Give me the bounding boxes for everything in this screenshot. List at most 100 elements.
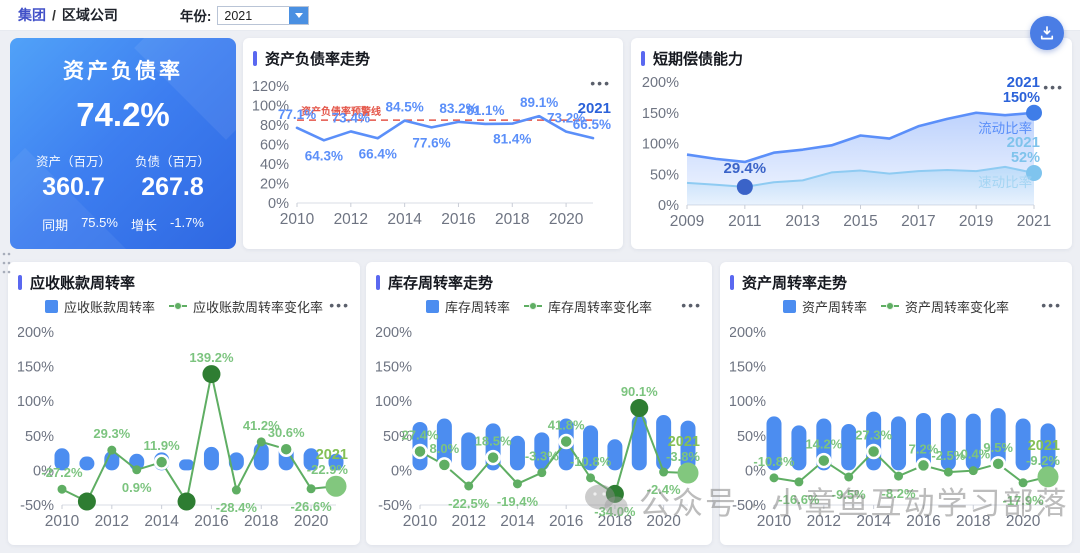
svg-text:2015: 2015 [843, 213, 877, 230]
svg-text:150%: 150% [642, 106, 679, 122]
svg-text:2021: 2021 [1028, 438, 1060, 454]
svg-text:8.0%: 8.0% [430, 441, 460, 456]
svg-text:2014: 2014 [500, 513, 535, 530]
svg-text:150%: 150% [18, 360, 54, 376]
more-menu-icon[interactable]: ••• [681, 297, 702, 313]
svg-text:100%: 100% [730, 394, 766, 410]
legend-line-label: 应收账款周转率变化率 [193, 299, 324, 315]
more-menu-icon[interactable]: ••• [590, 75, 611, 91]
short-term-solvency-card: 短期偿债能力 ••• 0% 50% 100% 150% 200% 2009 2011 2013… [631, 38, 1072, 249]
more-menu-icon[interactable]: ••• [1043, 79, 1064, 95]
svg-text:-27.2%: -27.2% [41, 465, 83, 480]
svg-text:80%: 80% [260, 118, 289, 134]
svg-text:-26.6%: -26.6% [290, 499, 332, 514]
svg-text:-16.6%: -16.6% [778, 492, 820, 507]
legend-line-label: 资产周转率变化率 [905, 299, 1010, 315]
bar-swatch-icon [782, 299, 796, 313]
receivable-turnover-card: 应收账款周转率 应收账款周转率 应收账款周转率变化率 ••• -50% 0% 50%… [8, 262, 360, 545]
svg-text:-10.8%: -10.8% [753, 454, 795, 469]
svg-text:-28.4%: -28.4% [216, 500, 258, 515]
bar-swatch-icon [425, 299, 439, 313]
svg-text:18.5%: 18.5% [475, 434, 512, 449]
svg-text:2021: 2021 [1007, 74, 1040, 91]
svg-text:90.1%: 90.1% [621, 384, 658, 399]
svg-text:2010: 2010 [757, 513, 792, 530]
kpi-debt: 负债（百万） 267.8 [135, 151, 210, 202]
svg-text:2018: 2018 [598, 513, 632, 530]
svg-text:73.4%: 73.4% [332, 110, 370, 125]
line-swatch-icon [169, 302, 187, 310]
svg-text:2018: 2018 [495, 211, 529, 228]
chevron-down-icon[interactable] [289, 6, 309, 24]
chart-title: 库存周转率走势 [388, 274, 494, 292]
more-menu-icon[interactable]: ••• [1041, 297, 1062, 313]
debt-ratio-trend-chart: 0% 20% 40% 60% 80% 100% 120% 2010 2012 2014 2016 20… [252, 70, 613, 239]
svg-text:7.2%: 7.2% [909, 441, 939, 456]
download-button[interactable] [1030, 16, 1064, 50]
debt-value: 267.8 [141, 173, 204, 201]
growth-label: 增长 [130, 218, 157, 233]
svg-text:2021: 2021 [578, 100, 611, 117]
inventory-turnover-chart: -50% 0% 50% 100% 150% 200% 2010 2012 2014 2016 201… [375, 318, 702, 535]
svg-text:2012: 2012 [334, 211, 368, 228]
kpi-asset: 资产（百万） 360.7 [36, 151, 111, 202]
svg-text:66.4%: 66.4% [359, 146, 397, 161]
svg-text:100%: 100% [253, 99, 289, 115]
legend-bar-label: 应收账款周转率 [63, 299, 155, 315]
bar-swatch-icon [44, 299, 58, 313]
svg-text:流动比率: 流动比率 [978, 120, 1032, 136]
svg-text:150%: 150% [1003, 90, 1040, 106]
legend-line-series[interactable]: 库存周转率变化率 [524, 297, 652, 316]
debt-label: 负债（百万） [135, 155, 211, 169]
svg-text:2010: 2010 [45, 513, 80, 530]
svg-text:2010: 2010 [280, 211, 315, 228]
legend-bar-series[interactable]: 资产周转率 [782, 297, 867, 316]
breadcrumb-separator: / [52, 7, 56, 23]
svg-text:83.2%: 83.2% [439, 101, 477, 116]
svg-text:73.2%: 73.2% [547, 111, 585, 126]
svg-text:150%: 150% [730, 360, 766, 376]
svg-text:2012: 2012 [807, 513, 841, 530]
chart-title: 资产周转率走势 [742, 274, 848, 292]
more-menu-icon[interactable]: ••• [329, 297, 350, 313]
drag-handle-icon[interactable] [1, 250, 11, 278]
svg-text:2020: 2020 [1006, 513, 1041, 530]
topbar: 集团 / 区域公司 年份: 2021 [0, 0, 1080, 31]
svg-text:30.6%: 30.6% [268, 425, 305, 440]
year-select-value: 2021 [224, 8, 253, 23]
svg-text:139.2%: 139.2% [189, 350, 234, 365]
svg-text:200%: 200% [18, 325, 54, 341]
svg-text:41.2%: 41.2% [243, 418, 280, 433]
kpi-title: 资产负债率 [63, 60, 183, 83]
svg-text:-19.4%: -19.4% [497, 494, 539, 509]
svg-text:200%: 200% [642, 75, 679, 91]
legend-line-series[interactable]: 资产周转率变化率 [881, 297, 1009, 316]
svg-text:2010: 2010 [403, 513, 438, 530]
svg-text:-9.5%: -9.5% [832, 487, 866, 502]
svg-text:40%: 40% [260, 157, 289, 173]
svg-text:2019: 2019 [959, 213, 993, 230]
svg-text:0%: 0% [658, 198, 679, 214]
svg-text:150%: 150% [376, 360, 412, 376]
chart-title: 应收账款周转率 [30, 274, 136, 292]
svg-text:-3.3%: -3.3% [525, 449, 559, 464]
receivable-turnover-chart: -50% 0% 50% 100% 150% 200% 2010 2012 2014 2016 201… [17, 318, 350, 535]
title-accent-bar [253, 50, 257, 66]
kpi-value: 74.2% [76, 96, 170, 133]
breadcrumb-group-link[interactable]: 集团 [18, 7, 46, 23]
year-select[interactable]: 2021 [217, 5, 310, 25]
svg-text:2014: 2014 [856, 513, 891, 530]
legend-bar-series[interactable]: 应收账款周转率 [44, 297, 155, 316]
svg-text:11.9%: 11.9% [144, 438, 181, 453]
svg-text:-9.2%: -9.2% [1026, 453, 1060, 468]
chart-title: 短期偿债能力 [653, 50, 744, 68]
year-label: 年份: [179, 9, 212, 24]
svg-text:50%: 50% [25, 429, 54, 445]
svg-text:2014: 2014 [144, 513, 179, 530]
legend-bar-series[interactable]: 库存周转率 [425, 297, 510, 316]
short-term-solvency-chart: 0% 50% 100% 150% 200% 2009 2011 2013 2015 2017 201… [641, 70, 1062, 239]
svg-text:2020: 2020 [294, 513, 329, 530]
svg-text:2020: 2020 [549, 211, 584, 228]
legend-line-series[interactable]: 应收账款周转率变化率 [169, 297, 323, 316]
